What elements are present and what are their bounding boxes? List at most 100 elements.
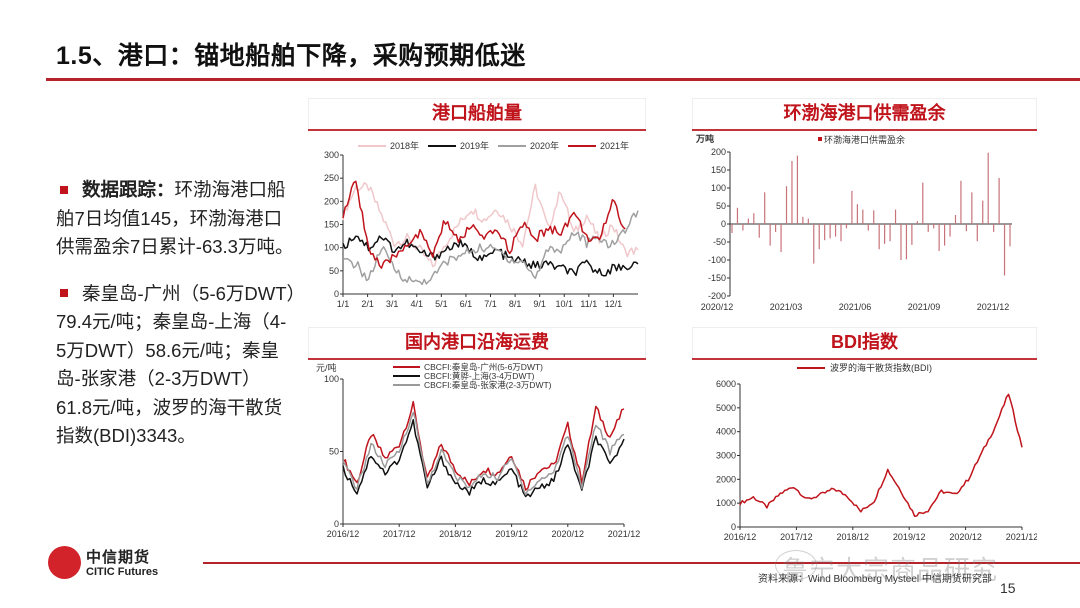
svg-text:2018/12: 2018/12 — [439, 529, 472, 539]
svg-text:2017/12: 2017/12 — [383, 529, 416, 539]
svg-text:CBCFI:秦皇岛-张家港(2-3万DWT): CBCFI:秦皇岛-张家港(2-3万DWT) — [424, 380, 552, 390]
svg-text:-100: -100 — [708, 255, 726, 265]
panel-header-box — [308, 327, 646, 360]
bullet-text: 环渤海港口船舶7日均值145，环渤海港口供需盈余7日累计-63.3万吨。 — [56, 179, 294, 257]
svg-text:11/1: 11/1 — [580, 299, 597, 309]
logo-cn-text: 中信期货 — [86, 548, 151, 566]
coastal-freight-line-chart: CBCFI:秦皇岛-广州(5-6万DWT)CBCFI:黄骅-上海(3-4万DWT… — [316, 362, 641, 539]
svg-text:CBCFI:秦皇岛-广州(5-6万DWT): CBCFI:秦皇岛-广州(5-6万DWT) — [424, 362, 543, 372]
chart-panel-port-vessels: 港口船舶量 2018年 2019年 2020年 2021年 0 50 100 150 200 25… — [308, 98, 646, 318]
svg-text:2021/09: 2021/09 — [908, 302, 941, 312]
svg-text:200: 200 — [711, 147, 726, 157]
svg-text:2021/12: 2021/12 — [608, 529, 641, 539]
chart-panel-bdi: BDI指数 波罗的海干散货指数(BDI) 0 1000 2000 3000 4000 500… — [692, 327, 1037, 542]
svg-text:100: 100 — [324, 374, 339, 384]
svg-text:2021/12: 2021/12 — [1006, 532, 1037, 542]
svg-text:5000: 5000 — [716, 403, 736, 413]
bullet-item: 数据跟踪：环渤海港口船舶7日均值145，环渤海港口供需盈余7日累计-63.3万吨… — [56, 176, 296, 262]
svg-text:2000: 2000 — [716, 474, 736, 484]
svg-text:200: 200 — [324, 196, 339, 206]
svg-text:CBCFI:黄骅-上海(3-4万DWT): CBCFI:黄骅-上海(3-4万DWT) — [424, 371, 535, 381]
bdi-line-chart: 波罗的海干散货指数(BDI) 0 1000 2000 3000 4000 5000 6000 2… — [716, 362, 1037, 542]
svg-text:万吨: 万吨 — [695, 133, 714, 144]
svg-text:50: 50 — [329, 447, 339, 457]
svg-text:环渤海港口供需盈余: 环渤海港口供需盈余 — [824, 134, 905, 145]
bullet-text: 秦皇岛-广州（5-6万DWT）79.4元/吨；秦皇岛-上海（4-5万DWT）58… — [56, 282, 296, 447]
svg-text:7/1: 7/1 — [484, 299, 497, 309]
wechat-watermark-icon — [775, 550, 817, 580]
svg-text:50: 50 — [329, 266, 339, 276]
svg-text:250: 250 — [324, 173, 339, 183]
svg-text:2020/12: 2020/12 — [949, 532, 982, 542]
svg-text:0: 0 — [334, 519, 339, 529]
slide-title: 1.5、港口：锚地船舶下降，采购预期低迷 — [56, 42, 526, 70]
panel-title: 环渤海港口供需盈余 — [783, 103, 946, 123]
chart-panel-bohai-surplus: 环渤海港口供需盈余 万吨 环渤海港口供需盈余 -200 -150 -100 -50 0 50 1… — [692, 98, 1037, 318]
svg-text:2016/12: 2016/12 — [724, 532, 757, 542]
logo-en-text: CITIC Futures — [86, 566, 159, 578]
svg-text:0: 0 — [731, 522, 736, 532]
svg-text:150: 150 — [711, 165, 726, 175]
bullet-square-icon — [60, 185, 68, 194]
svg-text:-200: -200 — [708, 291, 726, 301]
svg-text:2021/06: 2021/06 — [839, 302, 872, 312]
svg-text:0: 0 — [334, 289, 339, 299]
svg-text:2018/12: 2018/12 — [837, 532, 870, 542]
svg-text:3000: 3000 — [716, 451, 736, 461]
panel-title: 港口船舶量 — [432, 103, 522, 123]
svg-text:6000: 6000 — [716, 379, 736, 389]
svg-text:150: 150 — [324, 220, 339, 230]
svg-text:2018年: 2018年 — [390, 140, 419, 151]
panel-title: BDI指数 — [831, 332, 898, 352]
svg-text:300: 300 — [324, 150, 339, 160]
bullet-square-icon — [60, 289, 68, 298]
data-source: 资料来源：Wind Bloomberg Mysteel 中信期货研究部 — [758, 574, 992, 585]
svg-text:2020/12: 2020/12 — [701, 302, 734, 312]
bullet-item: 秦皇岛-广州（5-6万DWT）79.4元/吨；秦皇岛-上海（4-5万DWT）58… — [56, 280, 296, 451]
chart-panel-coastal-freight: 国内港口沿海运费 CBCFI:秦皇岛-广州(5-6万DWT) CBCFI:黄骅-上… — [308, 327, 646, 542]
svg-text:2020/12: 2020/12 — [552, 529, 585, 539]
svg-text:12/1: 12/1 — [605, 299, 623, 309]
citic-logo-icon — [48, 546, 81, 579]
svg-text:4/1: 4/1 — [410, 299, 423, 309]
svg-text:2021/03: 2021/03 — [770, 302, 803, 312]
svg-text:100: 100 — [324, 243, 339, 253]
panel-title: 国内港口沿海运费 — [405, 332, 549, 352]
svg-text:3/1: 3/1 — [386, 299, 399, 309]
title-divider — [46, 78, 1080, 81]
svg-text:1000: 1000 — [716, 498, 736, 508]
panel-title-rule — [308, 129, 646, 131]
bohai-surplus-bar-chart: 万吨 环渤海港口供需盈余 -200 -150 -100 -50 0 50 100 150 200 20… — [695, 133, 1012, 312]
svg-text:2021/12: 2021/12 — [977, 302, 1010, 312]
svg-text:-50: -50 — [713, 237, 726, 247]
svg-text:波罗的海干散货指数(BDI): 波罗的海干散货指数(BDI) — [830, 362, 932, 373]
port-vessels-line-chart: 2018年 2019年 2020年 2021年 0 50 100 150 200 250 300 1/… — [324, 140, 639, 309]
page-number: 15 — [1000, 580, 1016, 596]
svg-text:元/吨: 元/吨 — [316, 362, 337, 373]
footer-divider — [203, 562, 1080, 564]
panel-header-box — [692, 98, 1037, 131]
svg-text:-150: -150 — [708, 273, 726, 283]
panel-title-rule — [308, 358, 646, 360]
panel-title-rule — [692, 129, 1037, 131]
svg-text:100: 100 — [711, 183, 726, 193]
svg-text:2021年: 2021年 — [600, 140, 629, 151]
citic-logo: 中信期货 CITIC Futures — [48, 544, 168, 584]
svg-text:5/1: 5/1 — [435, 299, 448, 309]
svg-text:2019年: 2019年 — [460, 140, 489, 151]
svg-text:2/1: 2/1 — [361, 299, 374, 309]
bullet-bold-label: 数据跟踪： — [82, 179, 175, 200]
panel-header-box — [692, 327, 1037, 360]
svg-text:2019/12: 2019/12 — [495, 529, 528, 539]
svg-text:1/1: 1/1 — [337, 299, 350, 309]
svg-text:2017/12: 2017/12 — [780, 532, 813, 542]
svg-text:50: 50 — [716, 201, 726, 211]
panel-title-rule — [692, 358, 1037, 360]
svg-text:2020年: 2020年 — [530, 140, 559, 151]
svg-text:4000: 4000 — [716, 427, 736, 437]
svg-text:10/1: 10/1 — [555, 299, 573, 309]
svg-text:9/1: 9/1 — [533, 299, 546, 309]
bullet-list: 数据跟踪：环渤海港口船舶7日均值145，环渤海港口供需盈余7日累计-63.3万吨… — [56, 176, 296, 469]
svg-text:8/1: 8/1 — [509, 299, 522, 309]
watermark-text: 鲁宁大宗商品研究 — [782, 555, 999, 585]
